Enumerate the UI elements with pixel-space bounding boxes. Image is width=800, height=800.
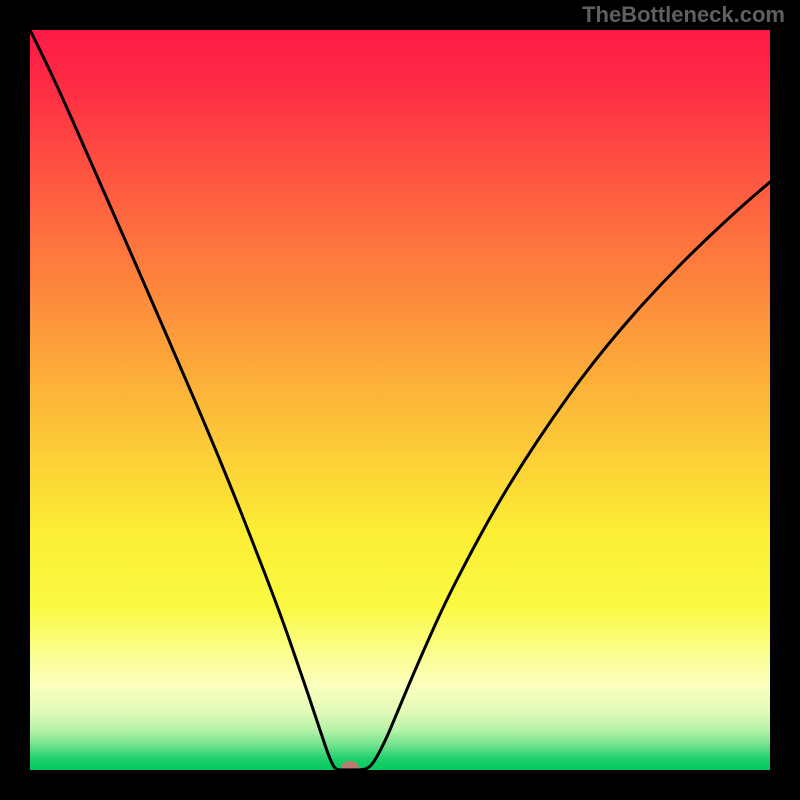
curve-path <box>30 30 770 770</box>
chart-canvas: TheBottleneck.com <box>0 0 800 800</box>
watermark-text: TheBottleneck.com <box>582 2 785 28</box>
bottleneck-curve <box>30 30 770 770</box>
frame-bottom <box>0 770 800 800</box>
frame-right <box>770 0 800 800</box>
frame-left <box>0 0 30 800</box>
plot-area <box>30 30 770 770</box>
